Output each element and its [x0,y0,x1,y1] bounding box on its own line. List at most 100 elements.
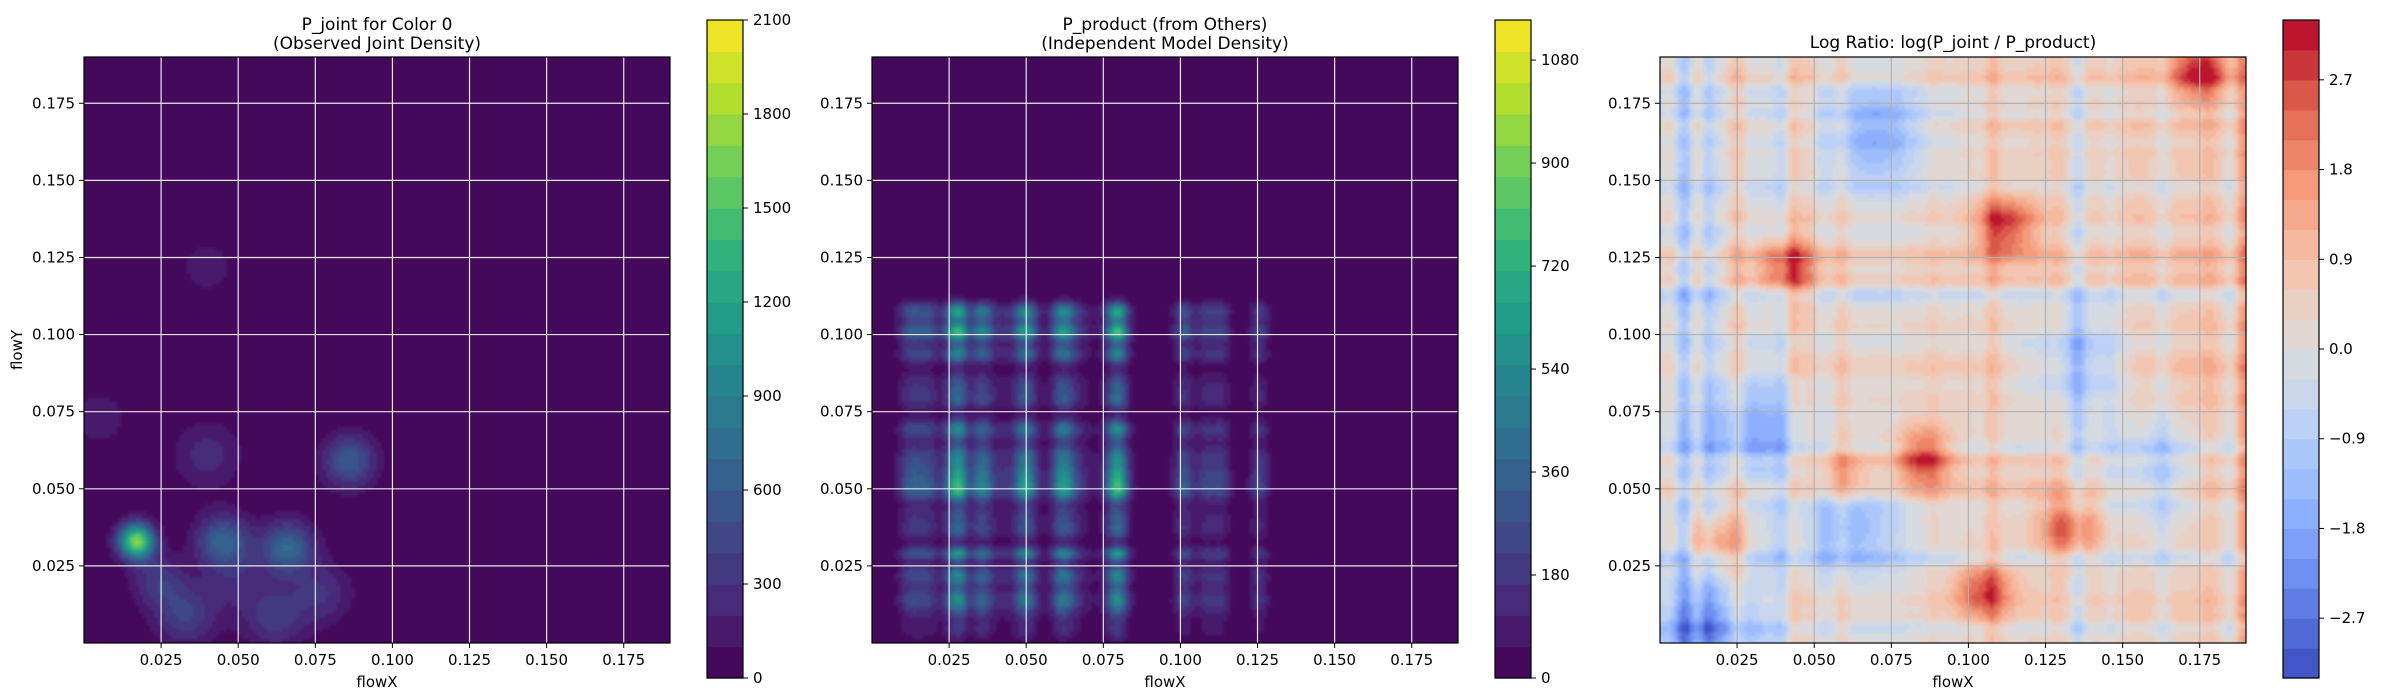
colorbar-level [707,584,743,616]
colorbar-level [707,490,743,522]
colorbar-level [1495,584,1531,616]
colorbar-level [2283,378,2319,410]
colorbar-level [2283,319,2319,350]
colorbar-tick-label: −0.9 [2329,430,2365,448]
colorbar-level [1495,239,1531,272]
y-tick-label: 0.175 [32,94,75,112]
heatmap-image [1660,57,2246,643]
y-tick-label: 0.025 [1608,557,1651,575]
y-tick-label: 0.125 [1608,248,1651,266]
plot-frame [871,56,1459,644]
colorbar-tick-label: 1.8 [2329,161,2353,179]
colorbar-tick-label: 2.7 [2329,71,2353,89]
colorbar-tick-label: 720 [1541,257,1570,275]
colorbar-tick-label: 0.9 [2329,250,2353,268]
colorbar-level [1495,51,1531,84]
colorbar-level [707,333,743,366]
x-tick-label: 0.075 [1870,651,1913,669]
colorbar-level [2283,49,2319,81]
y-tick-label: 0.075 [820,403,863,421]
colorbar-level [1495,490,1531,522]
colorbar-level [2283,109,2319,141]
y-axis-label: flowY [8,329,26,370]
y-tick-label: 0.175 [1608,94,1651,112]
y-tick-label: 0.100 [820,326,863,344]
x-tick-label: 0.150 [525,651,568,669]
colorbar-frame [706,19,744,679]
colorbar-tick-label: −2.7 [2329,609,2365,627]
colorbar-level [707,114,743,146]
x-tick-label: 0.125 [2024,651,2067,669]
colorbar-level [707,302,743,334]
colorbar-tick-label: 300 [753,575,782,593]
x-tick-label: 0.175 [602,651,645,669]
colorbar-level [707,552,743,585]
colorbar-level [2283,438,2319,470]
colorbar-tick-label: 360 [1541,463,1570,481]
colorbar-level [2283,528,2319,559]
colorbar-level [1495,458,1531,491]
colorbar-level [2283,229,2319,260]
x-axis-label: flowX [1144,673,1185,691]
colorbar-level [2283,498,2319,530]
x-tick-label: 0.025 [140,651,183,669]
colorbar-level [2283,349,2319,380]
colorbar-level [1495,208,1531,240]
y-tick-label: 0.075 [32,403,75,421]
y-tick-label: 0.050 [1608,480,1651,498]
x-tick-label: 0.025 [928,651,971,669]
colorbar-level [1495,114,1531,146]
colorbar-level [2283,169,2319,201]
colorbar-tick-label: 900 [1541,154,1570,172]
colorbar-level [1495,552,1531,585]
y-tick-label: 0.100 [1608,326,1651,344]
colorbar-tick-label: 1800 [753,105,791,123]
y-tick-label: 0.050 [820,480,863,498]
x-tick-label: 0.075 [1082,651,1125,669]
colorbar-level [707,51,743,84]
panel-p-joint: 0.025 0.050 0.075 0.100 0.125 0.150 0.175 0.025… [8,11,791,691]
colorbar-level [707,615,743,648]
y-tick-label: 0.100 [32,326,75,344]
plot-frame [1659,56,2247,644]
colorbar-level [2283,139,2319,171]
colorbar-level [707,364,743,397]
colorbar-level [707,396,743,428]
panel-p-product: 0.025 0.050 0.075 0.100 0.125 0.150 0.175 0.025… [820,15,1579,691]
colorbar-level [2283,79,2319,111]
colorbar-level [2283,199,2319,230]
y-tick-label: 0.150 [1608,171,1651,189]
colorbar-level [1495,364,1531,397]
colorbar-level [1495,646,1531,679]
x-tick-label: 0.050 [1793,651,1836,669]
x-tick-label: 0.100 [1947,651,1990,669]
chart-title: (Observed Joint Density) [273,34,481,54]
chart-title: (Independent Model Density) [1041,34,1289,54]
x-tick-label: 0.100 [371,651,414,669]
colorbar-tick-label: −1.8 [2329,519,2365,537]
colorbar: −2.7 −1.8 −0.9 0.0 0.9 1.8 2.7 [2282,19,2365,679]
x-tick-label: 0.100 [1159,651,1202,669]
x-tick-label: 0.175 [1390,651,1433,669]
colorbar-level [707,145,743,178]
colorbar-tick-label: 600 [753,481,782,499]
chart-title: P_joint for Color 0 [302,15,453,35]
colorbar-tick-label: 540 [1541,360,1570,378]
y-tick-label: 0.150 [820,171,863,189]
x-tick-label: 0.050 [1005,651,1048,669]
y-tick-label: 0.075 [1608,403,1651,421]
y-tick-label: 0.025 [32,557,75,575]
colorbar-tick-label: 180 [1541,566,1570,584]
x-tick-label: 0.125 [448,651,491,669]
colorbar-level [2283,20,2319,51]
colorbar-level [1495,427,1531,460]
colorbar-level [707,458,743,491]
colorbar-level [1495,396,1531,428]
colorbar-level [707,176,743,209]
colorbar-level [1495,82,1531,115]
x-tick-label: 0.175 [2178,651,2221,669]
colorbar-level [1495,333,1531,366]
chart-title: P_product (from Others) [1063,15,1268,35]
colorbar-tick-label: 0 [753,669,763,687]
x-axis-label: flowX [1932,673,1973,691]
